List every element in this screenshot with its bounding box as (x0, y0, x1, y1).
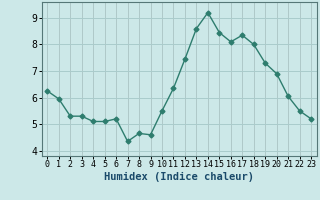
X-axis label: Humidex (Indice chaleur): Humidex (Indice chaleur) (104, 172, 254, 182)
